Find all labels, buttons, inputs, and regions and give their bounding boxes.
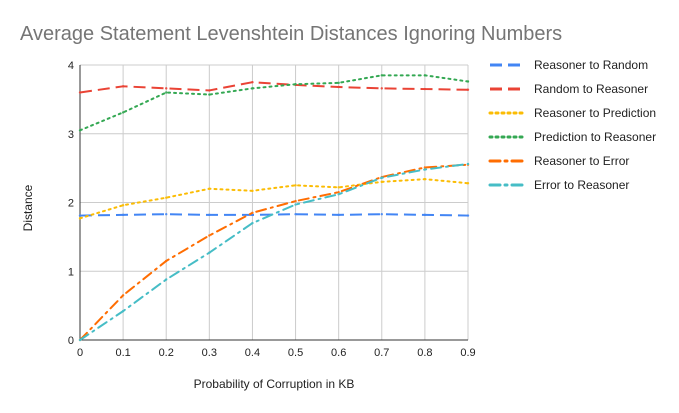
series-line-reasoner-to-prediction bbox=[79, 178, 469, 220]
data-point-reasoner-to-prediction bbox=[78, 217, 82, 220]
x-tick-label: 0.9 bbox=[460, 347, 475, 359]
data-point-reasoner-to-error bbox=[121, 294, 125, 297]
data-point-reasoner-to-random bbox=[208, 213, 211, 217]
legend-label-random-to-reasoner: Random to Reasoner bbox=[534, 82, 648, 96]
series-line-random-to-reasoner bbox=[79, 81, 469, 94]
data-point-reasoner-to-prediction bbox=[423, 177, 427, 181]
data-point-reasoner-to-random bbox=[423, 213, 427, 217]
x-tick-label: 0.5 bbox=[288, 347, 303, 359]
data-point-random-to-reasoner bbox=[337, 85, 340, 89]
x-tick-label: 0.4 bbox=[245, 347, 260, 359]
data-point-prediction-to-reasoner bbox=[380, 74, 383, 77]
legend-label-reasoner-to-prediction: Reasoner to Prediction bbox=[534, 106, 656, 120]
data-point-reasoner-to-error bbox=[251, 211, 254, 215]
x-tick-label: 0.7 bbox=[374, 347, 389, 359]
data-point-error-to-reasoner bbox=[251, 221, 254, 225]
legend-label-reasoner-to-error: Reasoner to Error bbox=[534, 154, 629, 168]
y-tick-label: 1 bbox=[68, 266, 74, 278]
data-point-reasoner-to-random bbox=[294, 212, 297, 216]
data-point-reasoner-to-prediction bbox=[121, 204, 125, 207]
series-line-reasoner-to-random bbox=[79, 213, 469, 217]
chart-title: Average Statement Levenshtein Distances … bbox=[20, 23, 562, 45]
data-point-prediction-to-reasoner bbox=[121, 111, 125, 114]
y-tick-label: 2 bbox=[68, 198, 74, 210]
data-point-reasoner-to-random bbox=[251, 213, 254, 217]
data-point-reasoner-to-error bbox=[165, 259, 168, 263]
data-point-prediction-to-reasoner bbox=[337, 81, 340, 85]
data-point-reasoner-to-prediction bbox=[165, 196, 168, 199]
data-point-random-to-reasoner bbox=[208, 89, 211, 92]
x-tick-label: 0 bbox=[77, 347, 83, 359]
y-tick-label: 4 bbox=[68, 60, 74, 72]
data-point-reasoner-to-random bbox=[78, 214, 82, 217]
data-point-error-to-reasoner bbox=[208, 251, 211, 254]
x-tick-label: 0.8 bbox=[417, 347, 432, 359]
data-point-reasoner-to-random bbox=[466, 214, 470, 217]
data-point-random-to-reasoner bbox=[165, 87, 168, 90]
y-tick-label: 0 bbox=[68, 335, 74, 347]
data-point-random-to-reasoner bbox=[121, 85, 125, 88]
data-point-prediction-to-reasoner bbox=[466, 80, 470, 83]
data-point-reasoner-to-error bbox=[294, 199, 297, 203]
legend-label-error-to-reasoner: Error to Reasoner bbox=[534, 178, 629, 192]
legend: Reasoner to Random Random to Reasoner Reas… bbox=[488, 58, 656, 192]
data-point-random-to-reasoner bbox=[251, 80, 254, 84]
data-point-reasoner-to-prediction bbox=[337, 186, 340, 189]
x-tick-label: 0.3 bbox=[202, 347, 217, 359]
data-point-reasoner-to-prediction bbox=[208, 187, 211, 190]
gridlines bbox=[80, 64, 469, 340]
data-point-reasoner-to-random bbox=[380, 212, 383, 216]
data-point-error-to-reasoner bbox=[337, 193, 340, 196]
data-point-random-to-reasoner bbox=[78, 91, 82, 94]
data-point-reasoner-to-error bbox=[423, 166, 427, 169]
data-point-reasoner-to-error bbox=[337, 190, 340, 194]
data-point-prediction-to-reasoner bbox=[208, 93, 211, 96]
x-tick-label: 0.6 bbox=[331, 347, 346, 359]
data-point-reasoner-to-random bbox=[165, 212, 168, 216]
data-point-reasoner-to-prediction bbox=[294, 184, 297, 187]
data-point-reasoner-to-random bbox=[337, 213, 340, 217]
data-point-prediction-to-reasoner bbox=[165, 91, 168, 94]
data-point-error-to-reasoner bbox=[466, 162, 470, 166]
data-point-prediction-to-reasoner bbox=[78, 129, 82, 132]
x-tick-label: 0.2 bbox=[159, 347, 174, 359]
data-point-reasoner-to-random bbox=[121, 213, 125, 217]
legend-label-reasoner-to-random: Reasoner to Random bbox=[534, 58, 648, 72]
y-axis-title: Distance bbox=[21, 184, 35, 231]
data-point-prediction-to-reasoner bbox=[423, 74, 427, 77]
data-point-prediction-to-reasoner bbox=[294, 83, 297, 86]
data-point-error-to-reasoner bbox=[380, 176, 383, 179]
data-point-error-to-reasoner bbox=[294, 203, 297, 206]
data-point-error-to-reasoner bbox=[121, 309, 125, 313]
series-line-reasoner-to-error bbox=[79, 163, 469, 341]
series-line-prediction-to-reasoner bbox=[79, 74, 469, 132]
data-point-prediction-to-reasoner bbox=[251, 87, 254, 90]
data-point-error-to-reasoner bbox=[423, 168, 427, 171]
data-point-reasoner-to-prediction bbox=[380, 180, 383, 184]
x-axis-title: Probability of Corruption in KB bbox=[194, 377, 355, 391]
axes: 0 1 2 3 4 0 0.1 0.2 0.3 0.4 0.5 0.6 0.7 0.8 0.9 bbox=[68, 60, 476, 359]
series-line-error-to-reasoner bbox=[79, 163, 469, 341]
data-point-random-to-reasoner bbox=[466, 88, 470, 91]
data-point-random-to-reasoner bbox=[380, 87, 383, 90]
legend-label-prediction-to-reasoner: Prediction to Reasoner bbox=[534, 130, 656, 144]
data-point-error-to-reasoner bbox=[165, 278, 168, 281]
x-tick-label: 0.1 bbox=[115, 347, 130, 359]
series-lines bbox=[78, 74, 470, 342]
y-tick-label: 3 bbox=[68, 129, 74, 141]
data-point-reasoner-to-prediction bbox=[466, 182, 470, 185]
data-point-error-to-reasoner bbox=[78, 338, 82, 342]
data-point-random-to-reasoner bbox=[423, 87, 427, 91]
data-point-reasoner-to-error bbox=[208, 234, 211, 237]
data-point-reasoner-to-prediction bbox=[251, 189, 254, 193]
